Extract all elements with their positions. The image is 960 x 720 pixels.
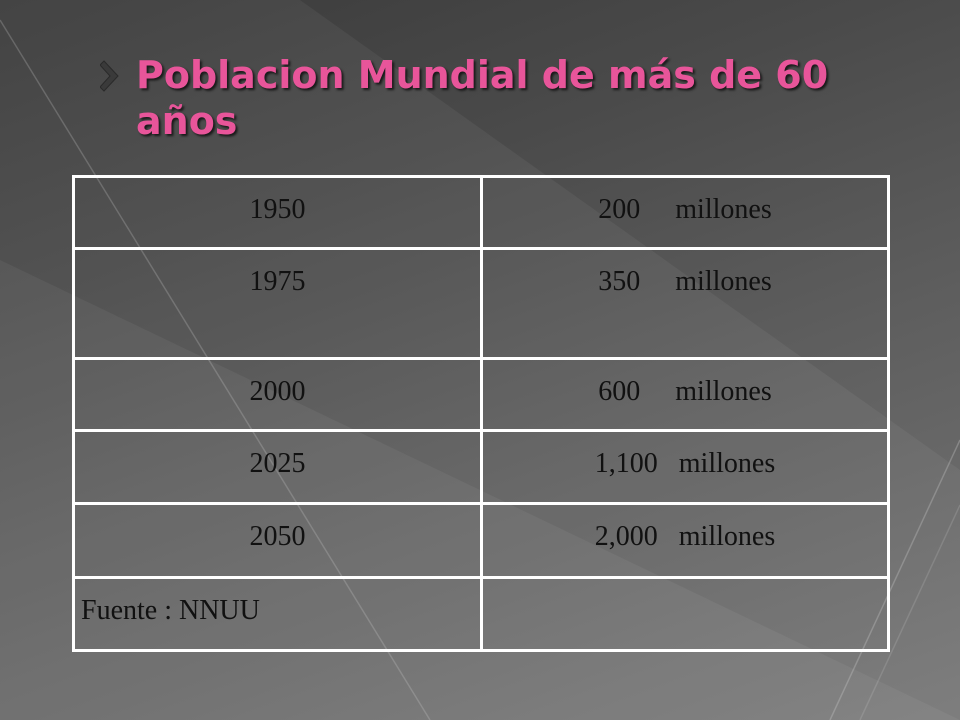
population-cell: 200 millones [480,175,890,250]
year-cell: 2000 [71,357,484,432]
table-row: 1975 350 millones [71,247,890,360]
population-cell: 1,100 millones [480,429,890,505]
population-cell: 350 millones [480,247,890,360]
table-row: 2050 2,000 millones [71,502,890,579]
table-row: 2025 1,100 millones [71,429,890,505]
slide-title: Poblacion Mundial de más de 60 años [136,53,829,143]
table-row: Fuente : NNUU [71,576,890,652]
empty-cell [480,576,890,652]
year-cell: 2050 [71,502,484,579]
population-cell: 2,000 millones [480,502,890,579]
table-row: 1950 200 millones [71,175,890,250]
population-cell: 600 millones [480,357,890,432]
table-row: 2000 600 millones [71,357,890,432]
chevron-bullet-icon [100,60,119,92]
year-cell: 1950 [71,175,484,250]
year-cell: 1975 [71,247,484,360]
source-cell: Fuente : NNUU [71,576,484,652]
population-table: 1950 200 millones 1975 350 millones 2000… [71,175,890,652]
year-cell: 2025 [71,429,484,505]
